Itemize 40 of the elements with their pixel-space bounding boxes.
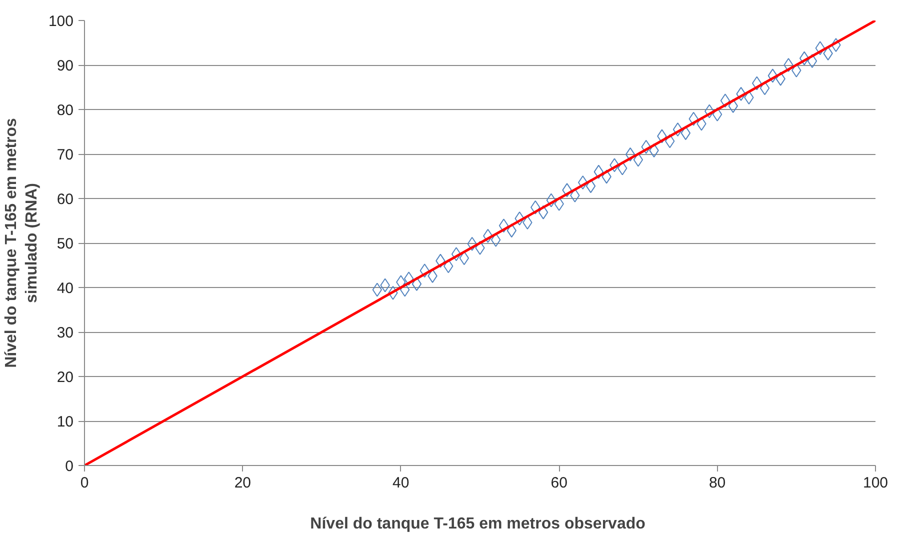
- point: [760, 81, 770, 96]
- point: [412, 276, 422, 291]
- point: [490, 232, 501, 247]
- y-tick-label: 10: [56, 414, 74, 430]
- point: [720, 94, 730, 108]
- point: [578, 175, 588, 190]
- point: [459, 251, 470, 266]
- y-tick-label: 80: [56, 102, 74, 119]
- y-tick-label: 60: [56, 191, 74, 208]
- y-tick-label: 70: [56, 146, 74, 164]
- x-tick-label: 100: [862, 474, 888, 492]
- point: [404, 272, 414, 286]
- y-tick-label: 30: [56, 324, 74, 342]
- point: [538, 205, 548, 220]
- point: [712, 107, 722, 122]
- point: [586, 179, 596, 194]
- y-tick-label: 20: [56, 369, 74, 386]
- point: [625, 147, 636, 162]
- x-tick-label: 80: [708, 474, 726, 492]
- x-tick-label: 20: [234, 474, 252, 492]
- point: [799, 51, 810, 66]
- x-tick-label: 60: [550, 474, 568, 492]
- y-tick-label: 100: [48, 13, 74, 30]
- y-tick-label: 50: [56, 236, 74, 252]
- point: [498, 218, 509, 233]
- x-axis-title: Nível do tanque T-165 em metros observado: [310, 516, 646, 532]
- point: [807, 54, 818, 68]
- point: [633, 152, 644, 167]
- point: [784, 58, 794, 72]
- point: [546, 193, 556, 208]
- point: [768, 68, 778, 83]
- y-axis-title: Nível do tanque T-165 em metros simulado (RNA): [3, 118, 40, 368]
- point: [672, 122, 683, 137]
- point: [372, 282, 382, 297]
- point: [451, 247, 462, 262]
- x-tick-label: 0: [80, 474, 89, 492]
- x-tick-label: 40: [392, 474, 410, 492]
- y-tick-label: 90: [56, 58, 74, 74]
- y-tick-label: 40: [56, 280, 74, 297]
- y-tick-label: 0: [65, 458, 74, 475]
